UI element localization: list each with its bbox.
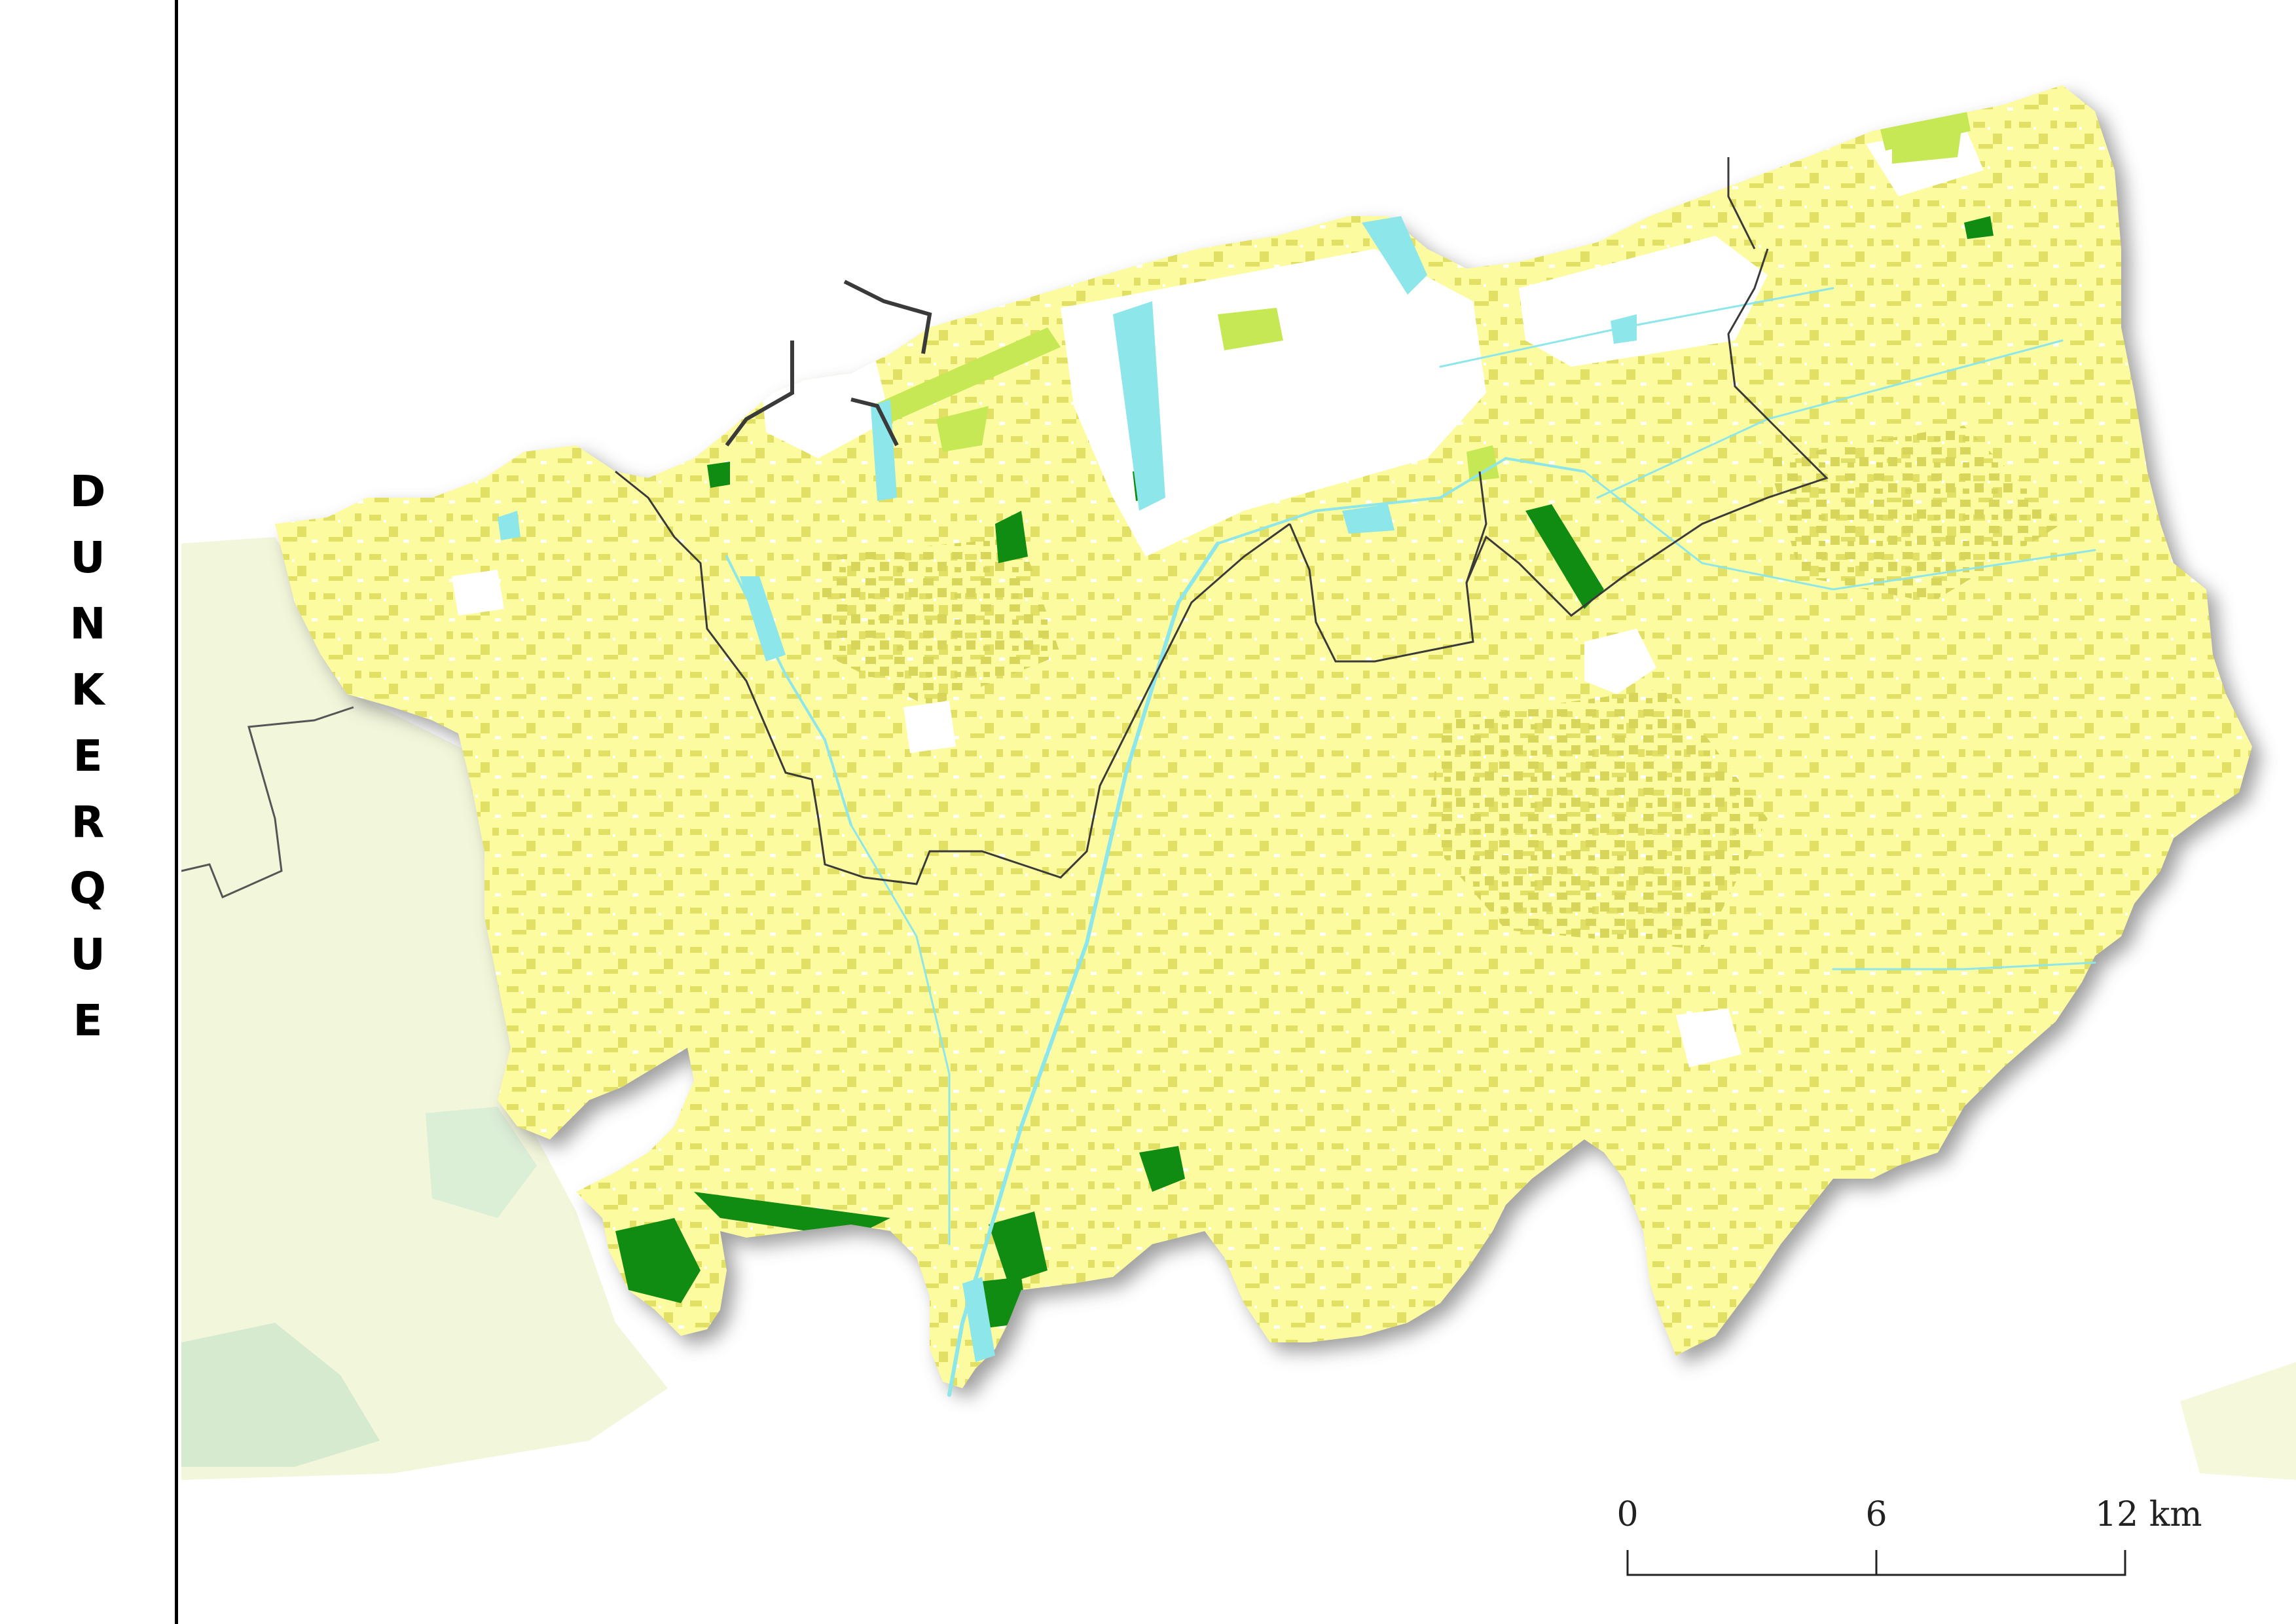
title-letter: U — [70, 929, 105, 980]
jetty — [843, 280, 932, 354]
scale-bar-line — [1626, 1550, 2126, 1576]
title-letter: U — [70, 532, 105, 583]
canal — [1596, 339, 2064, 499]
neighbour-area-east — [2180, 1362, 2296, 1480]
grassland — [1892, 111, 1964, 164]
canal — [1832, 961, 2096, 970]
port-basins — [498, 216, 1637, 1362]
boundary-line — [1465, 471, 1487, 583]
neighbour-green-patch — [426, 1107, 537, 1218]
scale-label-6: 6 — [1865, 1495, 1887, 1534]
port-basin — [1611, 314, 1637, 344]
neighbour-region — [181, 537, 2296, 1480]
title-letter: Q — [69, 863, 107, 913]
forest — [1964, 216, 1994, 239]
title-letter: R — [71, 797, 105, 847]
urban-port-zone — [1061, 249, 1486, 557]
neighbour-green-patch — [181, 1323, 380, 1467]
forest — [707, 462, 730, 488]
lake — [962, 1277, 995, 1362]
title-letter: N — [69, 599, 106, 649]
title-letter: K — [71, 665, 105, 715]
scale-label-12km: 12 km — [2095, 1495, 2202, 1534]
forest — [1525, 504, 1604, 609]
title-letter: E — [73, 731, 103, 781]
port-basin — [498, 511, 520, 540]
port-jetties — [725, 280, 932, 447]
urban-town — [903, 701, 956, 753]
title-letter: D — [69, 466, 106, 517]
port-basin — [1113, 301, 1165, 511]
neighbour-boundary — [181, 706, 354, 899]
boundary-line — [1288, 248, 1829, 663]
title-letter: E — [73, 995, 103, 1046]
canal — [1583, 470, 2096, 591]
map-title: D U N K E R Q U E — [0, 458, 175, 1054]
port-basin — [871, 399, 897, 501]
jetty — [725, 341, 794, 447]
grassland — [936, 406, 989, 452]
canal — [947, 542, 1220, 1397]
map-canvas[interactable]: 0 6 12 km — [181, 0, 2296, 1624]
urban-town — [1676, 1008, 1741, 1067]
boundary-line — [615, 470, 1290, 885]
urban-town — [1584, 629, 1656, 694]
grassland — [1467, 445, 1499, 481]
grassland — [1218, 308, 1283, 350]
scale-label-0: 0 — [1616, 1495, 1638, 1534]
grassland — [871, 327, 1061, 426]
port-basin — [1342, 504, 1394, 534]
urban-town — [452, 570, 504, 616]
neighbour-area — [181, 537, 668, 1480]
mixed-crops-dense — [1427, 688, 1768, 950]
urban-zone — [1519, 236, 1768, 367]
canal — [1216, 456, 1586, 545]
mixed-crops-dense — [818, 537, 1061, 707]
mixed-crops-dense — [1768, 426, 2062, 602]
forest — [995, 511, 1028, 563]
jetty — [850, 397, 899, 447]
port-basin — [740, 576, 786, 661]
forest — [989, 1211, 1048, 1283]
boundary-line — [1727, 157, 1756, 249]
municipal-boundaries — [615, 157, 1829, 885]
forest — [1139, 1146, 1185, 1192]
port-basin — [1362, 216, 1427, 295]
sidebar: D U N K E R Q U E — [0, 0, 178, 1624]
scale-bar: 0 6 12 km — [1616, 1495, 2202, 1576]
forest — [615, 1218, 701, 1303]
